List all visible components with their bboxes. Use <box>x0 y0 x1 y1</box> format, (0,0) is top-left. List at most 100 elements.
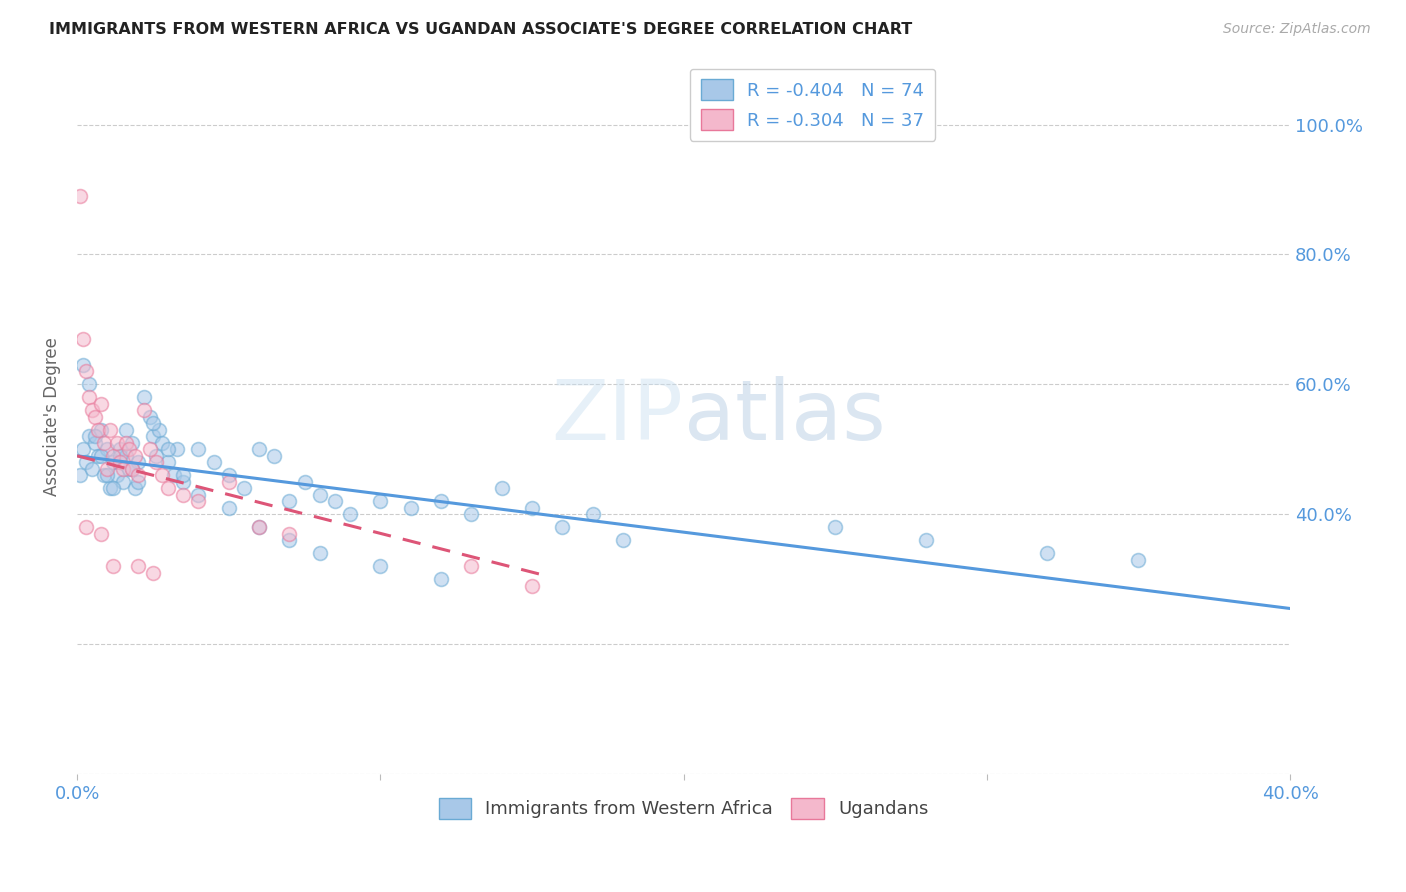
Point <box>520 500 543 515</box>
Point <box>69 468 91 483</box>
Point <box>202 455 225 469</box>
Point <box>218 468 240 483</box>
Y-axis label: Associate's Degree: Associate's Degree <box>44 337 60 496</box>
Point <box>370 494 392 508</box>
Point <box>87 449 110 463</box>
Point <box>93 435 115 450</box>
Point <box>132 403 155 417</box>
Point <box>75 455 97 469</box>
Point <box>105 468 128 483</box>
Point <box>323 494 346 508</box>
Point <box>124 481 146 495</box>
Point <box>132 390 155 404</box>
Point <box>581 508 603 522</box>
Text: Source: ZipAtlas.com: Source: ZipAtlas.com <box>1223 22 1371 37</box>
Point <box>612 533 634 548</box>
Point <box>187 488 209 502</box>
Point <box>127 468 149 483</box>
Point <box>87 423 110 437</box>
Point <box>96 462 118 476</box>
Point <box>824 520 846 534</box>
Point <box>84 435 107 450</box>
Point <box>127 475 149 489</box>
Point <box>157 442 180 457</box>
Point <box>150 435 173 450</box>
Point <box>114 449 136 463</box>
Point <box>915 533 938 548</box>
Point <box>103 449 125 463</box>
Point <box>117 442 139 457</box>
Point <box>124 449 146 463</box>
Point <box>148 423 170 437</box>
Point <box>247 520 270 534</box>
Point <box>103 481 125 495</box>
Point <box>121 462 143 476</box>
Point <box>111 462 134 476</box>
Point <box>117 462 139 476</box>
Point <box>399 500 422 515</box>
Point <box>157 481 180 495</box>
Point <box>172 475 194 489</box>
Point <box>278 533 301 548</box>
Point <box>96 442 118 457</box>
Text: ZIP: ZIP <box>551 376 683 458</box>
Point <box>72 442 94 457</box>
Point <box>460 508 482 522</box>
Point <box>121 435 143 450</box>
Point <box>142 417 165 431</box>
Point <box>111 475 134 489</box>
Point <box>278 494 301 508</box>
Point <box>77 429 100 443</box>
Point <box>145 449 167 463</box>
Point <box>145 455 167 469</box>
Legend: Immigrants from Western Africa, Ugandans: Immigrants from Western Africa, Ugandans <box>432 790 936 826</box>
Point <box>93 468 115 483</box>
Point <box>127 455 149 469</box>
Point <box>77 377 100 392</box>
Point <box>163 468 186 483</box>
Point <box>430 494 453 508</box>
Point <box>247 520 270 534</box>
Point <box>187 494 209 508</box>
Point <box>75 520 97 534</box>
Point <box>150 468 173 483</box>
Point <box>103 455 125 469</box>
Point <box>142 429 165 443</box>
Point <box>121 462 143 476</box>
Point <box>114 435 136 450</box>
Point <box>139 442 162 457</box>
Point <box>308 546 330 560</box>
Point <box>1128 553 1150 567</box>
Point <box>172 488 194 502</box>
Point <box>218 475 240 489</box>
Point <box>139 409 162 424</box>
Text: atlas: atlas <box>683 376 886 458</box>
Point <box>491 481 513 495</box>
Point <box>84 409 107 424</box>
Point <box>114 423 136 437</box>
Text: IMMIGRANTS FROM WESTERN AFRICA VS UGANDAN ASSOCIATE'S DEGREE CORRELATION CHART: IMMIGRANTS FROM WESTERN AFRICA VS UGANDA… <box>49 22 912 37</box>
Point <box>460 559 482 574</box>
Point <box>294 475 316 489</box>
Point <box>69 189 91 203</box>
Point <box>218 500 240 515</box>
Point <box>90 449 112 463</box>
Point <box>1036 546 1059 560</box>
Point <box>551 520 574 534</box>
Point <box>247 442 270 457</box>
Point <box>520 579 543 593</box>
Point <box>166 442 188 457</box>
Point <box>84 429 107 443</box>
Point <box>82 462 104 476</box>
Point <box>187 442 209 457</box>
Point <box>263 449 285 463</box>
Point <box>82 403 104 417</box>
Point <box>75 364 97 378</box>
Point <box>72 358 94 372</box>
Point <box>105 435 128 450</box>
Point <box>308 488 330 502</box>
Point <box>430 572 453 586</box>
Point <box>142 566 165 580</box>
Point <box>157 455 180 469</box>
Point <box>108 455 131 469</box>
